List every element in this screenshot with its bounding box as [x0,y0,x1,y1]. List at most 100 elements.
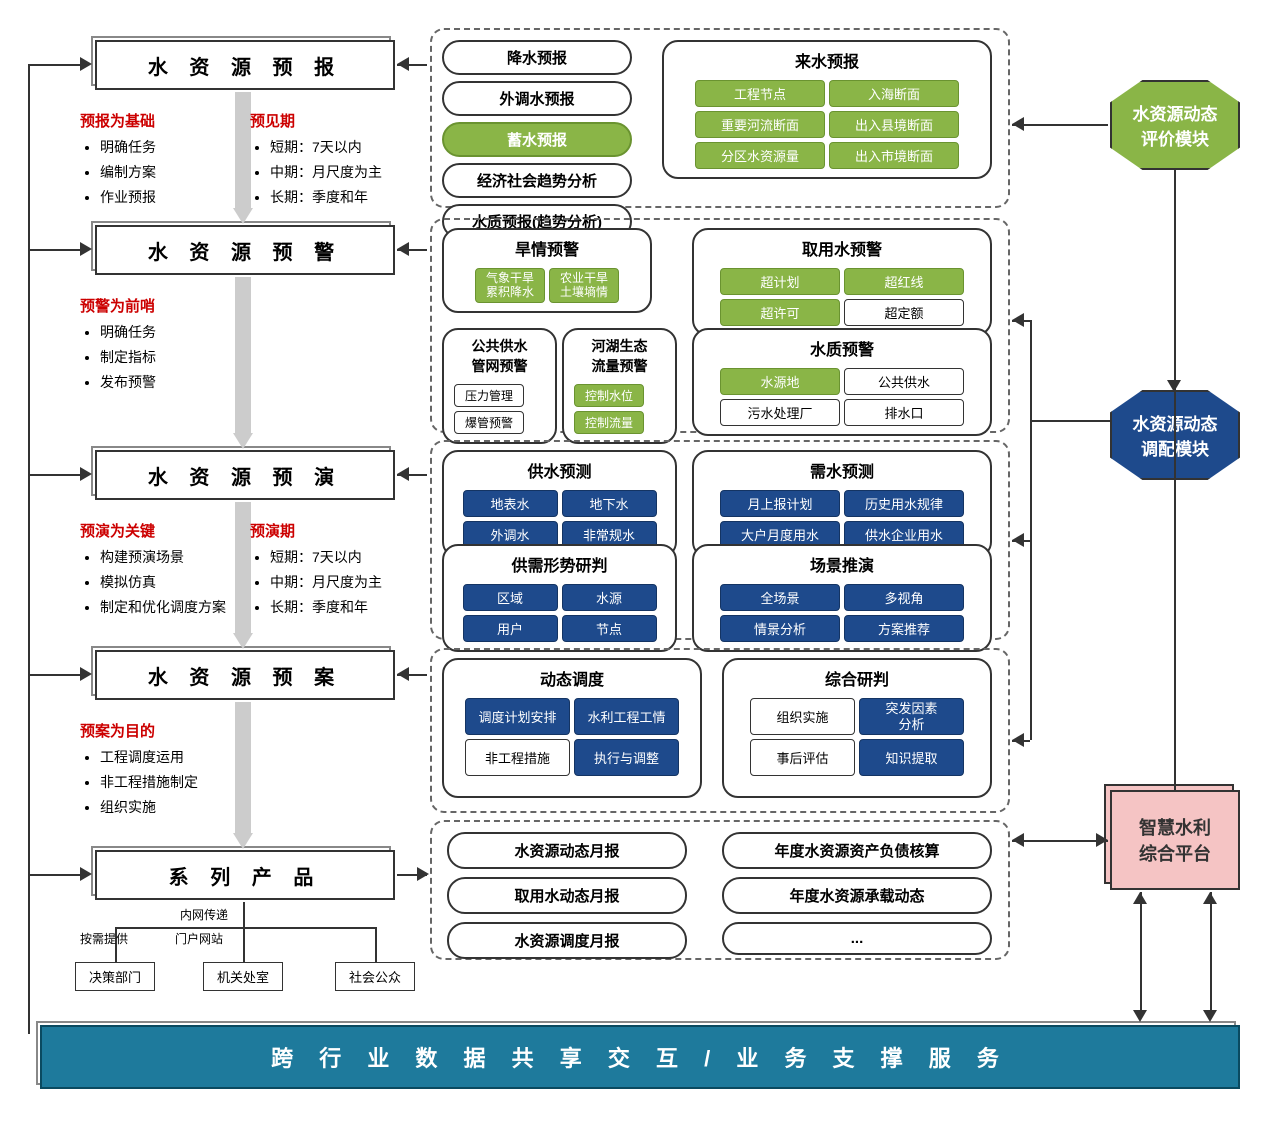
panel-forecast: 降水预报 外调水预报 蓄水预报 经济社会趋势分析 水质预报(趋势分析) 来水预报… [430,28,1010,208]
stage-alert: 水 资 源 预 警 [95,225,395,275]
connect-3-head [397,467,409,481]
arrow-h3 [233,633,253,649]
prod-pill: 年度水资源资产负债核算 [722,832,992,869]
connect-1-head [397,57,409,71]
tag: 执行与调整 [574,739,679,776]
label-intranet: 内网传递 [180,906,228,923]
plat-arrow-r [1096,833,1108,847]
alloc-arr-p4 [1012,733,1024,747]
drought-box: 旱情预警 气象干旱 累积降水 农业干旱 土壤墒情 [442,228,652,313]
arrow-h4 [233,833,253,849]
dist-box-1: 决策部门 [75,962,155,991]
tag: 气象干旱 累积降水 [475,268,545,303]
connect-2-head [397,242,409,256]
tag: 水利工程工情 [574,698,679,735]
tag: 超红线 [844,268,964,295]
stage-products: 系 列 产 品 [95,850,395,900]
tag: 污水处理厂 [720,399,840,426]
tag: 分区水资源量 [695,142,825,169]
label-portal: 门户网站 [175,930,223,947]
tag: 控制水位 [574,384,644,407]
tag: 用户 [463,615,558,642]
dist-box-3: 社会公众 [335,962,415,991]
feedback-arr-5 [80,867,92,881]
stage-forecast: 水 资 源 预 报 [95,40,395,90]
supplynet-box: 公共供水 管网预警 压力管理 爆管预警 [442,328,557,444]
panel-plan: 动态调度 调度计划安排 水利工程工情 非工程措施 执行与调整 综合研判 组织实施… [430,648,1010,813]
balance-box: 供需形势研判 区域 水源 用户 节点 [442,544,677,652]
tag: 区域 [463,584,558,611]
tag: 爆管预警 [454,411,524,434]
bullets-4: 预案为目的 工程调度运用 非工程措施制定 组织实施 [80,720,240,822]
feedback-line [28,64,30,1034]
dispatch-box: 动态调度 调度计划安排 水利工程工情 非工程措施 执行与调整 [442,658,702,798]
dist-stem [243,902,245,927]
panel-alert: 旱情预警 气象干旱 累积降水 农业干旱 土壤墒情 取用水预警 超计划 超红线 超… [430,218,1010,433]
tag: 水源地 [720,368,840,395]
arrow-s2 [235,277,251,435]
stage-rehearse: 水 资 源 预 演 [95,450,395,500]
tag: 非工程措施 [465,739,570,776]
tag: 事后评估 [750,739,855,776]
supplyfc-box: 供水预测 地表水 地下水 外调水 非常规水 [442,450,677,558]
tag: 历史用水规律 [844,490,964,517]
alloc-arr-p3 [1012,533,1024,547]
tag: 出入县境断面 [829,111,959,138]
demandfc-box: 需水预测 月上报计划 历史用水规律 大户月度用水 供水企业用水 [692,450,992,558]
tag: 知识提取 [859,739,964,776]
plat-down-1 [1140,892,1142,1017]
tag: 控制流量 [574,411,644,434]
bullets-3a: 预演为关键 构建预演场景 模拟仿真 制定和优化调度方案 [80,520,240,622]
plat-line [1012,840,1108,842]
alloc-line1 [1030,420,1110,422]
arrow-s1 [235,92,251,210]
panel-rehearse: 供水预测 地表水 地下水 外调水 非常规水 需水预测 月上报计划 历史用水规律 … [430,440,1010,640]
prod-pill: 取用水动态月报 [447,877,687,914]
plat-down-2 [1210,892,1212,1017]
plat-dn-1 [1133,1010,1147,1022]
feedback-to-prod [28,874,88,876]
bullets-3b: 预演期 短期：7天以内 中期：月尺度为主 长期：季度和年 [250,520,420,622]
tag: 公共供水 [844,368,964,395]
dist-v3 [375,927,377,962]
pill-rain: 降水预报 [442,40,632,75]
pill-econ: 经济社会趋势分析 [442,163,632,198]
tag: 超许可 [720,299,840,326]
scenario-box: 场景推演 全场景 多视角 情景分析 方案推荐 [692,544,992,652]
tag: 地下水 [562,490,657,517]
tag: 出入市境断面 [829,142,959,169]
prod-pill: 年度水资源承载动态 [722,877,992,914]
pill-transfer: 外调水预报 [442,81,632,116]
plat-arrow-l [1012,833,1024,847]
tag: 全场景 [720,584,840,611]
label-ondemand: 按需提供 [80,930,128,947]
bullets-1b: 预见期 短期：7天以内 中期：月尺度为主 长期：季度和年 [250,110,420,212]
review-box: 综合研判 组织实施 突发因素 分析 事后评估 知识提取 [722,658,992,798]
tag: 水源 [562,584,657,611]
plat-dn-2 [1203,1010,1217,1022]
right-spine [1174,170,1176,790]
prod-pill: ... [722,922,992,955]
tag: 多视角 [844,584,964,611]
prod-pill: 水资源调度月报 [447,922,687,959]
tag: 超计划 [720,268,840,295]
tag: 重要河流断面 [695,111,825,138]
tag: 工程节点 [695,80,825,107]
tag: 调度计划安排 [465,698,570,735]
inflow-box: 来水预报 工程节点 入海断面 重要河流断面 出入县境断面 分区水资源量 出入市境… [662,40,992,179]
bullets-2: 预警为前哨 明确任务 制定指标 发布预警 [80,295,220,397]
feedback-arrow-top [80,57,92,71]
prod-pill: 水资源动态月报 [447,832,687,869]
eval-arrow [1012,117,1024,131]
dist-branch [115,927,375,929]
tag: 月上报计划 [720,490,840,517]
tag: 方案推荐 [844,615,964,642]
alloc-arr-p2 [1012,313,1024,327]
stage-plan: 水 资 源 预 案 [95,650,395,700]
eval-line [1012,124,1108,126]
plat-up-1 [1133,892,1147,904]
feedback-top [28,64,88,66]
module-platform: 智慧水利 综合平台 [1110,790,1240,890]
bullets-1a: 预报为基础 明确任务 编制方案 作业预报 [80,110,220,212]
feedback-to-reh [28,474,88,476]
